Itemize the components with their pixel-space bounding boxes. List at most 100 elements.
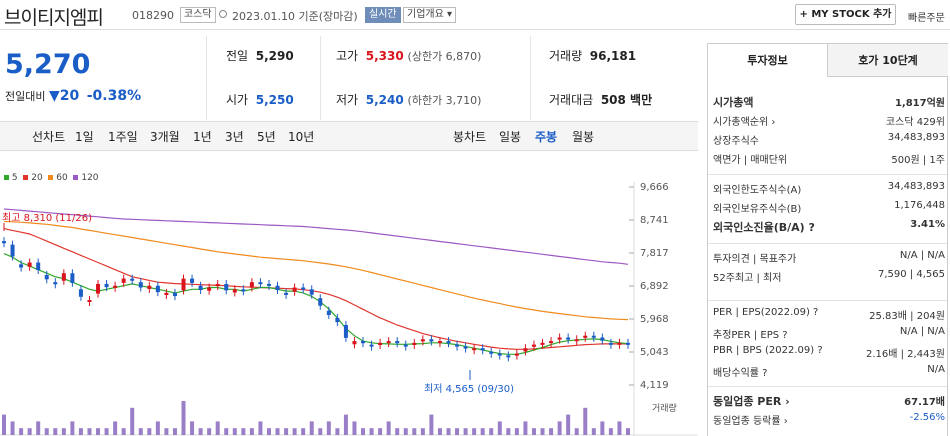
info-row: 배당수익률 ? N/A <box>713 364 945 382</box>
info-row: 시가총액순위 › 코스닥 429위 <box>713 113 945 131</box>
volume-bar <box>386 421 391 435</box>
tab-order-book[interactable]: 호가 10단계 <box>828 44 948 77</box>
prev-label: 전일 <box>226 49 249 63</box>
current-price: 5,270 <box>5 49 91 80</box>
info-value: 34,483,893 <box>887 132 945 143</box>
clock-icon <box>219 10 227 18</box>
candle-body <box>326 310 331 316</box>
candle-body <box>301 287 306 290</box>
volume-axis-label: 거래량 <box>652 402 677 414</box>
info-key: 추정PER | EPS ? <box>713 330 788 341</box>
candle-body <box>138 282 143 288</box>
candle-body <box>600 337 605 341</box>
tab-1y[interactable]: 1년 <box>193 130 212 144</box>
volume-bar <box>130 407 135 435</box>
volume-bar <box>600 421 605 435</box>
y-tick-label: 8,741 <box>640 215 669 226</box>
volume-bar <box>549 428 554 435</box>
lower-limit: (하한가 3,710) <box>407 94 482 107</box>
price-chart[interactable]: 9,666 8,741 7,817 6,892 5,968 5,043 4,119 최고 8… <box>0 152 698 436</box>
y-tick-label: 7,817 <box>640 248 669 259</box>
info-row: 액면가 | 매매단위 500원 | 1주 <box>713 151 945 169</box>
volume-bar <box>44 428 49 435</box>
candle-body <box>514 353 519 356</box>
candle-body <box>412 342 417 345</box>
volume-bar <box>540 428 545 435</box>
tab-monthly[interactable]: 월봉 <box>572 130 595 144</box>
volume-bar <box>369 428 374 435</box>
volume-bar <box>181 401 186 435</box>
ma120-line <box>3 208 629 265</box>
volume-bar <box>617 421 622 435</box>
volume-bar <box>489 428 494 435</box>
y-tick-label: 5,043 <box>640 347 669 358</box>
ma120-label: 120 <box>81 173 99 183</box>
price-change: 전일대비 ▼20 -0.38% <box>5 88 141 104</box>
candle-chart-label: 봉차트 <box>453 130 487 144</box>
candle-body <box>566 337 571 340</box>
candle-body <box>284 292 289 295</box>
info-key: 동일업종 등락률 › <box>713 416 788 427</box>
company-info-dropdown[interactable]: 기업개요 ▾ <box>403 7 456 23</box>
candle-body <box>266 283 271 286</box>
candle-body <box>574 339 579 342</box>
candle-body <box>480 348 485 351</box>
candle-body <box>70 273 75 283</box>
volume-bar <box>301 428 306 435</box>
quick-order-link[interactable]: 빠른주문 <box>908 13 945 24</box>
volume-bar <box>96 428 101 435</box>
divider <box>530 36 531 120</box>
candle-body <box>523 348 528 352</box>
high-label: 고가 <box>336 49 359 63</box>
info-row: 외국인한도주식수(A) 34,483,893 <box>713 181 945 199</box>
open-value: 5,250 <box>255 93 294 107</box>
low-price: 저가 5,240 (하한가 3,710) <box>336 91 481 108</box>
volume-bar <box>514 428 519 435</box>
info-value: N/A | N/A <box>899 250 945 261</box>
date-text: 2023.01.10 기준(장마감) <box>232 10 358 23</box>
volume-bar <box>626 428 630 435</box>
tab-weekly[interactable]: 주봉 <box>535 130 558 144</box>
info-row: 시가총액 1,817억원 <box>713 94 945 112</box>
market-badge: 코스닥 <box>180 7 216 23</box>
volume-bar <box>113 421 118 435</box>
candle-body <box>429 339 434 342</box>
divider <box>320 36 321 120</box>
candle-body <box>147 285 152 289</box>
tab-1w[interactable]: 1주일 <box>108 130 138 144</box>
tab-daily[interactable]: 일봉 <box>499 130 522 144</box>
tab-5y[interactable]: 5년 <box>257 130 276 144</box>
candle-body <box>130 278 135 281</box>
volume-bar <box>121 428 126 435</box>
candle-body <box>78 289 83 297</box>
low-value: 5,240 <box>365 93 404 107</box>
high-annotation: 최고 8,310 (11/26) <box>2 212 92 224</box>
add-mystock-button[interactable]: + MY STOCK 추가 <box>795 4 896 25</box>
section-divider <box>708 174 947 175</box>
tab-3y[interactable]: 3년 <box>225 130 244 144</box>
info-key: PBR | BPS (2022.09) ? <box>713 345 823 356</box>
candle-body <box>437 341 442 344</box>
info-value: -2.56% <box>909 412 945 423</box>
info-value: 34,483,893 <box>887 181 945 192</box>
volume-bar <box>164 428 169 435</box>
volume-bar <box>335 428 340 435</box>
y-tick-label: 5,968 <box>640 314 669 325</box>
section-divider <box>708 300 947 301</box>
volume-bar <box>472 428 477 435</box>
candle-body <box>275 285 280 291</box>
tab-3m[interactable]: 3개월 <box>150 130 180 144</box>
investment-info-panel: 투자정보 호가 10단계 시가총액 1,817억원 시가총액순위 › 코스닥 429위… <box>707 43 948 436</box>
candle-body <box>617 342 622 345</box>
volume-bar <box>455 428 460 435</box>
tab-10y[interactable]: 10년 <box>288 130 315 144</box>
low-label: 저가 <box>336 93 359 107</box>
open-price: 시가 5,250 <box>226 91 294 108</box>
ma5-swatch <box>4 175 9 180</box>
volume-bar <box>266 428 271 435</box>
volume-bar <box>420 428 425 435</box>
tab-1d[interactable]: 1일 <box>75 130 94 144</box>
tab-investment-info[interactable]: 투자정보 <box>708 44 828 77</box>
candle-body <box>44 275 49 280</box>
realtime-badge[interactable]: 실시간 <box>365 7 401 23</box>
